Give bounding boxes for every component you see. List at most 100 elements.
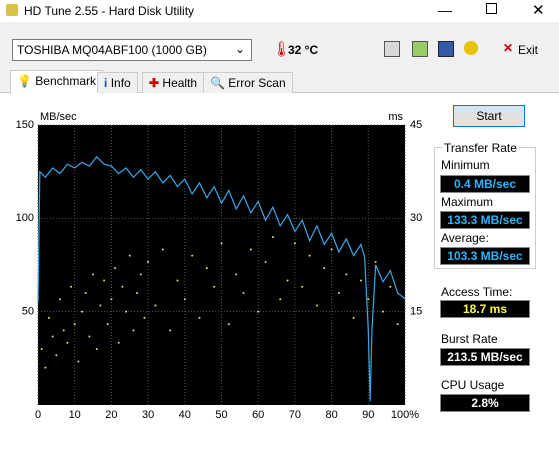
x-tick-label: 70 xyxy=(289,409,301,421)
y2-tick-label: 45 xyxy=(410,119,422,131)
access-point xyxy=(59,298,62,301)
x-tick-label: 30 xyxy=(142,409,154,421)
x-tick-label: 60 xyxy=(252,409,264,421)
save-icon[interactable] xyxy=(438,41,454,57)
access-point xyxy=(308,254,311,257)
tab[interactable]: 💡 Benchmark xyxy=(10,70,103,94)
access-point xyxy=(213,285,216,288)
exit-button[interactable]: Exit xyxy=(518,43,539,57)
access-point xyxy=(359,279,362,282)
tab[interactable]: ✚ Health xyxy=(142,72,205,93)
access-point xyxy=(48,316,51,319)
access-point xyxy=(205,267,208,270)
thermometer-icon: 🌡 xyxy=(272,41,292,58)
access-point xyxy=(95,348,98,350)
stat-label: Access Time: xyxy=(441,285,513,299)
access-point xyxy=(139,273,142,276)
access-point xyxy=(70,285,73,288)
transfer-line xyxy=(37,155,406,402)
stat-label: Maximum xyxy=(441,195,494,209)
access-point xyxy=(121,285,124,288)
window-title: HD Tune 2.55 - Hard Disk Utility xyxy=(24,4,195,18)
access-point xyxy=(77,360,80,363)
access-point xyxy=(257,310,260,313)
x-tick-label: 80 xyxy=(325,409,337,421)
access-point xyxy=(337,292,340,294)
access-point xyxy=(176,279,179,282)
exit-icon: ✕ xyxy=(503,41,514,55)
stat-label: Minimum xyxy=(441,158,490,172)
group-title: Transfer Rate xyxy=(442,141,519,155)
plot-area xyxy=(38,125,405,405)
access-point xyxy=(191,254,194,257)
y-tick-label: 100 xyxy=(16,212,34,224)
tab-label: Health xyxy=(162,76,198,90)
close[interactable]: ✕ xyxy=(532,2,545,19)
access-point xyxy=(279,298,282,301)
access-point xyxy=(88,335,91,338)
access-point xyxy=(73,323,76,326)
access-point xyxy=(286,279,289,282)
access-point xyxy=(84,292,87,294)
drive-select[interactable]: TOSHIBA MQ04ABF100 (1000 GB) ⌄ xyxy=(12,39,252,61)
access-point xyxy=(301,285,304,288)
access-point xyxy=(44,366,47,369)
stat-value: 103.3 MB/sec xyxy=(440,247,530,265)
access-point xyxy=(323,267,326,270)
y2-tick-label: 30 xyxy=(410,212,422,224)
drive-name: TOSHIBA MQ04ABF100 (1000 GB) xyxy=(17,43,207,57)
stat-label: Burst Rate xyxy=(441,332,498,346)
x-tick-label: 0 xyxy=(35,409,41,421)
access-point xyxy=(99,304,102,307)
temperature: 32 °C xyxy=(288,43,319,57)
x-tick-label: 40 xyxy=(179,409,191,421)
access-point xyxy=(352,316,355,319)
access-point xyxy=(315,304,318,307)
access-point xyxy=(389,285,392,288)
app-icon xyxy=(6,4,18,16)
y2-axis-label: ms xyxy=(388,111,403,123)
y-tick-label: 50 xyxy=(22,306,34,318)
access-point xyxy=(381,310,384,313)
minimize[interactable]: — xyxy=(438,2,452,18)
access-point xyxy=(81,310,84,313)
access-point xyxy=(220,242,223,245)
access-point xyxy=(103,279,106,282)
access-point xyxy=(374,260,377,263)
start-button[interactable]: Start xyxy=(453,105,525,127)
copy-all-icon[interactable] xyxy=(412,41,428,57)
access-point xyxy=(161,248,164,251)
access-point xyxy=(110,298,113,301)
stat-value: 18.7 ms xyxy=(440,300,530,318)
tab[interactable]: i Info xyxy=(97,72,138,93)
stat-value: 0.4 MB/sec xyxy=(440,175,530,193)
access-point xyxy=(143,316,146,319)
maximize[interactable] xyxy=(486,3,497,14)
stat-value: 213.5 MB/sec xyxy=(440,348,530,366)
chart: MB/sec ms 0 10 20 30 40 50 60 70 80 90 100% 50 100 15… xyxy=(16,111,423,421)
access-point xyxy=(136,292,139,294)
x-tick-label: 10 xyxy=(69,409,81,421)
access-point xyxy=(235,273,238,276)
access-point xyxy=(345,273,348,276)
stat-value: 133.3 MB/sec xyxy=(440,211,530,229)
options-icon[interactable] xyxy=(464,41,478,55)
access-point xyxy=(55,354,58,357)
y-axis-label: MB/sec xyxy=(40,111,77,123)
stat-label: Average: xyxy=(441,231,489,245)
access-point xyxy=(117,341,120,344)
access-point xyxy=(271,236,274,238)
access-point xyxy=(114,267,117,270)
access-point xyxy=(227,323,230,326)
access-point xyxy=(62,329,65,332)
stat-label: CPU Usage xyxy=(441,378,505,392)
x-tick-label: 100% xyxy=(391,409,419,421)
tab-label: Info xyxy=(110,76,131,90)
access-point xyxy=(249,248,252,251)
tab[interactable]: 🔍 Error Scan xyxy=(203,72,293,93)
x-tick-label: 50 xyxy=(215,409,227,421)
access-point xyxy=(242,292,245,294)
access-point xyxy=(51,335,54,338)
copy-icon[interactable] xyxy=(384,41,400,57)
